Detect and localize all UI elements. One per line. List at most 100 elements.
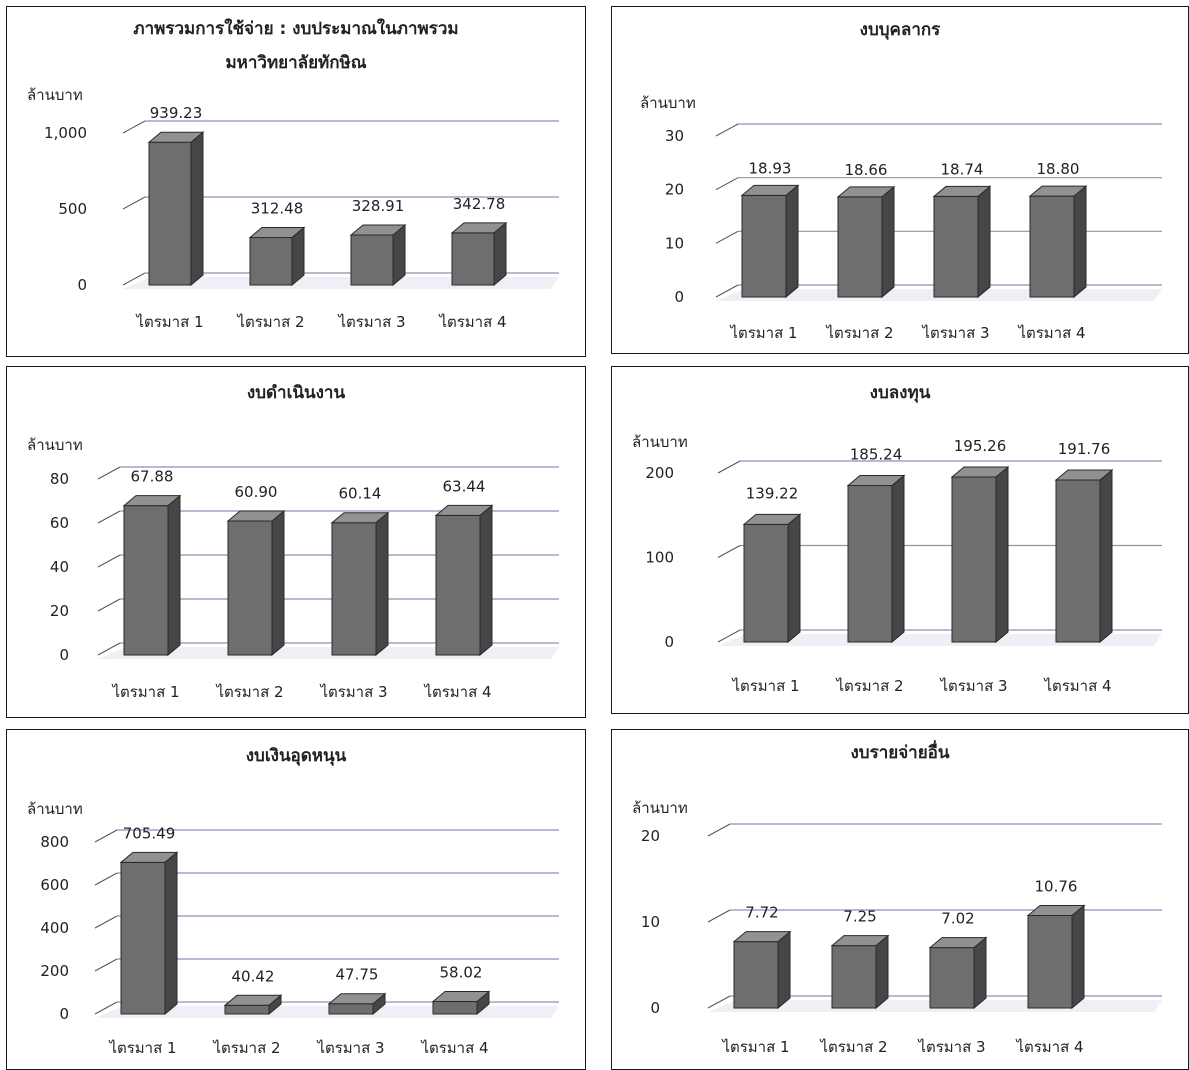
y-tick-label: 20 — [641, 827, 660, 845]
category-label: ไตรมาส 4 — [1015, 1038, 1083, 1056]
y-tick-label: 10 — [641, 913, 660, 931]
bar — [147, 131, 205, 287]
chart-panel-overall: ภาพรวมการใช้จ่าย : งบประมาณในภาพรวม มหาวิ… — [6, 6, 586, 357]
data-label: 195.26 — [954, 437, 1007, 455]
category-label: ไตรมาส 3 — [921, 324, 989, 342]
y-tick-label: 0 — [674, 288, 684, 306]
axis-tick-slant — [715, 177, 739, 191]
axis-tick-slant — [715, 284, 739, 298]
chart-floor — [123, 277, 559, 289]
y-tick-label: 0 — [664, 633, 674, 651]
data-label: 60.90 — [235, 483, 278, 501]
category-label: ไตรมาส 4 — [1043, 677, 1111, 695]
data-label: 7.02 — [941, 910, 974, 928]
bar — [830, 934, 890, 1010]
y-tick-label: 800 — [40, 833, 69, 851]
category-label: ไตรมาส 4 — [420, 1039, 488, 1057]
category-label: ไตรมาส 2 — [236, 313, 304, 331]
axis-tick-slant — [97, 466, 121, 480]
chart-svg: ภาพรวมการใช้จ่าย : งบประมาณในภาพรวมมหาวิ… — [27, 18, 559, 331]
y-unit-label: ล้านบาท — [27, 436, 83, 454]
data-label: 342.78 — [453, 195, 506, 213]
chart-svg: งบรายจ่ายอื่นล้านบาท 0 10 20 7.72 ไตรมาส 1 7.2… — [632, 740, 1162, 1056]
category-label: ไตรมาส 2 — [819, 1038, 887, 1056]
category-label: ไตรมาส 2 — [835, 677, 903, 695]
axis-tick-slant — [707, 995, 731, 1009]
chart-title: งบดำเนินงาน — [247, 383, 346, 403]
category-label: ไตรมาส 1 — [108, 1039, 176, 1057]
bar — [932, 185, 992, 299]
y-tick-label: 60 — [50, 514, 69, 532]
data-label: 18.74 — [941, 160, 984, 178]
data-label: 10.76 — [1035, 877, 1078, 895]
category-label: ไตรมาส 1 — [731, 677, 799, 695]
y-tick-label: 600 — [40, 876, 69, 894]
bar — [740, 184, 800, 299]
bar — [950, 465, 1010, 644]
y-tick-label: 500 — [58, 200, 87, 218]
bar — [248, 226, 306, 287]
y-tick-label: 400 — [40, 919, 69, 937]
bar — [119, 851, 179, 1016]
axis-tick-slant — [97, 598, 121, 612]
data-label: 7.72 — [745, 904, 778, 922]
data-label: 63.44 — [443, 477, 486, 495]
data-label: 312.48 — [251, 200, 304, 218]
axis-tick-slant — [94, 915, 118, 929]
chart-title: งบเงินอุดหนุน — [246, 746, 347, 766]
axis-tick-slant — [715, 230, 739, 244]
bar — [226, 509, 286, 657]
y-tick-label: 0 — [59, 646, 69, 664]
y-tick-label: 30 — [665, 127, 684, 145]
y-tick-label: 10 — [665, 234, 684, 252]
axis-tick-slant — [715, 123, 739, 137]
category-label: ไตรมาส 3 — [316, 1039, 384, 1057]
category-label: ไตรมาส 2 — [212, 1039, 280, 1057]
chart-title: มหาวิทยาลัยทักษิณ — [225, 53, 366, 73]
category-label: ไตรมาส 1 — [729, 324, 797, 342]
y-tick-label: 0 — [650, 999, 660, 1017]
category-label: ไตรมาส 3 — [337, 313, 405, 331]
y-tick-label: 100 — [645, 549, 674, 567]
axis-tick-slant — [97, 554, 121, 568]
y-unit-label: ล้านบาท — [632, 433, 688, 451]
bar — [1054, 468, 1114, 644]
category-label: ไตรมาส 4 — [1017, 324, 1085, 342]
y-tick-label: 200 — [645, 464, 674, 482]
axis-tick-slant — [97, 642, 121, 656]
y-tick-label: 0 — [77, 276, 87, 294]
chart-panel-personnel: งบบุคลากร ล้านบาท 0 10 20 30 18.93 ไตรมาส 1 18.6… — [611, 6, 1189, 354]
y-tick-label: 1,000 — [44, 124, 87, 142]
y-tick-label: 80 — [50, 470, 69, 488]
data-label: 18.66 — [845, 161, 888, 179]
chart-panel-other-expense: งบรายจ่ายอื่น ล้านบาท 0 10 20 7.72 ไตรมาส 1 7.2… — [611, 729, 1189, 1070]
bar — [742, 513, 802, 644]
chart-panel-investment: งบลงทุน ล้านบาท 0 100 200 139.22 ไตรมาส 1 185.2… — [611, 366, 1189, 714]
bar — [928, 936, 988, 1010]
y-unit-label: ล้านบาท — [640, 94, 696, 112]
data-label: 18.93 — [749, 159, 792, 177]
chart-panel-subsidy: งบเงินอุดหนุน ล้านบาท 0 200 400 600 800 705.49 ไ… — [6, 729, 586, 1070]
category-label: ไตรมาส 1 — [111, 683, 179, 701]
bar — [450, 221, 508, 287]
data-label: 705.49 — [123, 824, 176, 842]
bar — [330, 511, 390, 657]
data-label: 185.24 — [850, 445, 903, 463]
axis-tick-slant — [122, 272, 146, 286]
data-label: 47.75 — [336, 966, 379, 984]
y-unit-label: ล้านบาท — [632, 799, 688, 817]
bar — [122, 494, 182, 657]
category-label: ไตรมาส 4 — [438, 313, 506, 331]
axis-tick-slant — [707, 823, 731, 837]
y-unit-label: ล้านบาท — [27, 800, 83, 818]
y-tick-label: 20 — [665, 181, 684, 199]
axis-tick-slant — [94, 1001, 118, 1015]
data-label: 40.42 — [232, 967, 275, 985]
chart-title: งบรายจ่ายอื่น — [850, 740, 949, 763]
bar — [431, 990, 491, 1016]
category-label: ไตรมาส 2 — [215, 683, 283, 701]
chart-panel-operations: งบดำเนินงาน ล้านบาท 0 20 40 60 80 67.88 ไตรมาส 1… — [6, 366, 586, 718]
category-label: ไตรมาส 1 — [721, 1038, 789, 1056]
bar — [349, 223, 407, 287]
